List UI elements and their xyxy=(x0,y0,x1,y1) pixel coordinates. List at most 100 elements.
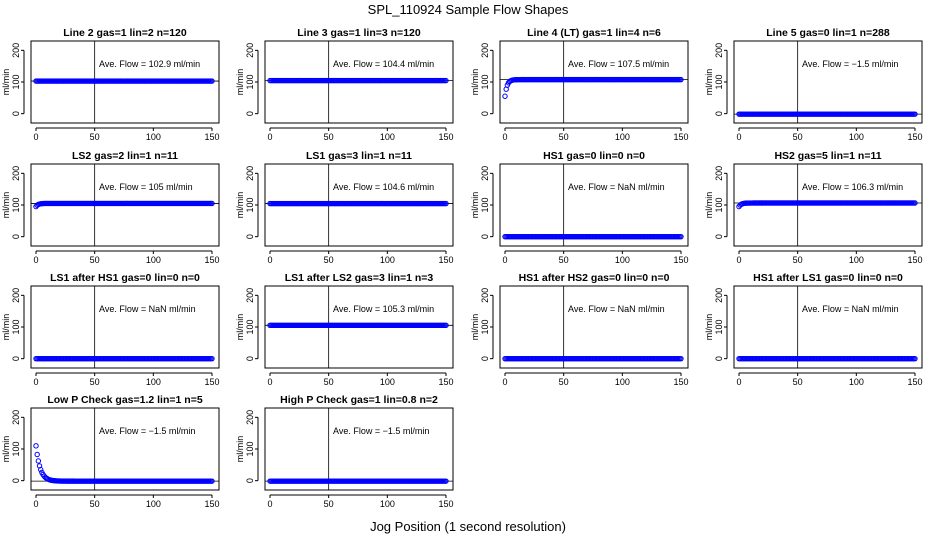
figure-x-axis-label: Jog Position (1 second resolution) xyxy=(370,519,566,534)
plot-frame xyxy=(733,163,923,247)
avg-flow-annotation: Ave. Flow = 107.5 ml/min xyxy=(568,59,669,69)
data-point xyxy=(443,322,449,329)
y-tick-label: 0 xyxy=(480,356,490,361)
avg-flow-annotation: Ave. Flow = NaN ml/min xyxy=(568,182,665,192)
panel-title: Line 4 (LT) gas=1 lin=4 n=6 xyxy=(527,27,661,39)
x-tick-label: 0 xyxy=(736,377,741,387)
y-tick-label: 200 xyxy=(714,43,724,58)
chart-panel: LS1 after LS2 gas=3 lin=1 n=3 0 100 200 ml/m… xyxy=(235,272,454,387)
y-tick-label: 100 xyxy=(245,441,255,456)
plot-frame xyxy=(264,285,454,369)
y-tick-label: 100 xyxy=(714,74,724,89)
x-tick-label: 0 xyxy=(502,255,507,265)
y-axis-label: ml/min xyxy=(704,314,714,341)
x-tick-label: 50 xyxy=(324,499,334,509)
panel-title: Line 5 gas=0 lin=1 n=288 xyxy=(766,27,890,39)
x-tick-label: 100 xyxy=(380,377,395,387)
x-tick-label: 50 xyxy=(793,132,803,142)
data-point xyxy=(443,77,449,84)
y-axis-label: ml/min xyxy=(235,69,245,96)
plot-frame xyxy=(264,40,454,124)
avg-flow-annotation: Ave. Flow = 106.3 ml/min xyxy=(802,182,903,192)
y-tick-label: 0 xyxy=(480,234,490,239)
y-tick-label: 200 xyxy=(11,166,21,181)
chart-panel: LS1 gas=3 lin=1 n=11 0 100 200 ml/min 0 50 100 1… xyxy=(235,150,454,265)
x-tick-label: 150 xyxy=(438,377,453,387)
x-tick-label: 100 xyxy=(146,499,161,509)
x-tick-label: 50 xyxy=(90,132,100,142)
data-point xyxy=(34,451,40,458)
plot-frame xyxy=(499,163,689,247)
avg-flow-annotation: Ave. Flow = 102.9 ml/min xyxy=(99,59,200,69)
data-point xyxy=(33,443,39,449)
y-tick-label: 100 xyxy=(11,197,21,212)
y-tick-label: 0 xyxy=(714,234,724,239)
data-point xyxy=(502,93,508,99)
x-tick-label: 50 xyxy=(90,255,100,265)
x-tick-label: 0 xyxy=(267,499,272,509)
x-tick-label: 0 xyxy=(267,377,272,387)
x-tick-label: 100 xyxy=(849,132,864,142)
y-tick-label: 200 xyxy=(714,288,724,303)
avg-flow-annotation: Ave. Flow = 104.4 ml/min xyxy=(333,59,434,69)
data-point xyxy=(678,355,684,362)
y-tick-label: 100 xyxy=(714,197,724,212)
data-point xyxy=(35,458,42,464)
y-tick-label: 100 xyxy=(245,197,255,212)
x-tick-label: 100 xyxy=(380,499,395,509)
panel-title: Line 2 gas=1 lin=2 n=120 xyxy=(63,27,187,39)
chart-panel: LS2 gas=2 lin=1 n=11 0 100 200 ml/min 0 50 100 1… xyxy=(1,150,220,265)
chart-panel: Line 3 gas=1 lin=3 n=120 0 100 200 ml/min 0 50… xyxy=(235,27,454,142)
data-point xyxy=(209,78,215,84)
y-tick-label: 200 xyxy=(245,410,255,425)
data-point xyxy=(37,466,44,473)
x-tick-label: 150 xyxy=(438,132,453,142)
y-tick-label: 0 xyxy=(11,111,21,116)
y-axis-label: ml/min xyxy=(470,192,480,219)
x-tick-label: 50 xyxy=(793,255,803,265)
x-tick-label: 150 xyxy=(907,132,922,142)
y-tick-label: 200 xyxy=(480,166,490,181)
avg-flow-annotation: Ave. Flow = −1.5 ml/min xyxy=(99,426,195,436)
avg-flow-annotation: Ave. Flow = 105.3 ml/min xyxy=(333,304,434,314)
x-tick-label: 150 xyxy=(907,377,922,387)
chart-panel: HS1 gas=0 lin=0 n=0 0 100 200 ml/min 0 50 100 15… xyxy=(470,150,689,265)
chart-panel: HS1 after HS2 gas=0 lin=0 n=0 0 100 200 ml/m… xyxy=(470,272,689,387)
x-tick-label: 100 xyxy=(615,377,630,387)
plot-frame xyxy=(733,285,923,369)
panel-title: High P Check gas=1 lin=0.8 n=2 xyxy=(280,394,438,406)
x-tick-label: 0 xyxy=(33,499,38,509)
plot-frame xyxy=(733,40,923,124)
plot-frame xyxy=(264,407,454,491)
x-tick-label: 0 xyxy=(33,255,38,265)
chart-panel: High P Check gas=1 lin=0.8 n=2 0 100 200 ml/… xyxy=(235,394,454,509)
avg-flow-annotation: Ave. Flow = NaN ml/min xyxy=(802,304,899,314)
avg-flow-annotation: Ave. Flow = 105 ml/min xyxy=(99,182,193,192)
data-point xyxy=(209,355,215,362)
x-tick-label: 150 xyxy=(673,255,688,265)
avg-flow-annotation: Ave. Flow = −1.5 ml/min xyxy=(802,59,898,69)
y-tick-label: 100 xyxy=(245,74,255,89)
y-tick-label: 0 xyxy=(11,234,21,239)
avg-flow-annotation: Ave. Flow = 104.6 ml/min xyxy=(333,182,434,192)
x-tick-label: 150 xyxy=(438,499,453,509)
figure-title: SPL_110924 Sample Flow Shapes xyxy=(367,2,569,17)
y-axis-label: ml/min xyxy=(1,436,11,463)
x-tick-label: 100 xyxy=(615,255,630,265)
x-tick-label: 0 xyxy=(267,132,272,142)
y-tick-label: 200 xyxy=(480,288,490,303)
y-tick-label: 100 xyxy=(11,74,21,89)
plot-frame xyxy=(30,40,220,124)
x-tick-label: 100 xyxy=(849,377,864,387)
x-tick-label: 100 xyxy=(380,255,395,265)
y-tick-label: 200 xyxy=(714,166,724,181)
data-point xyxy=(678,233,684,240)
x-tick-label: 50 xyxy=(559,132,569,142)
x-tick-label: 150 xyxy=(907,255,922,265)
x-tick-label: 100 xyxy=(380,132,395,142)
x-tick-label: 100 xyxy=(146,377,161,387)
y-tick-label: 200 xyxy=(245,288,255,303)
plot-frame xyxy=(499,40,689,124)
y-axis-label: ml/min xyxy=(1,69,11,96)
